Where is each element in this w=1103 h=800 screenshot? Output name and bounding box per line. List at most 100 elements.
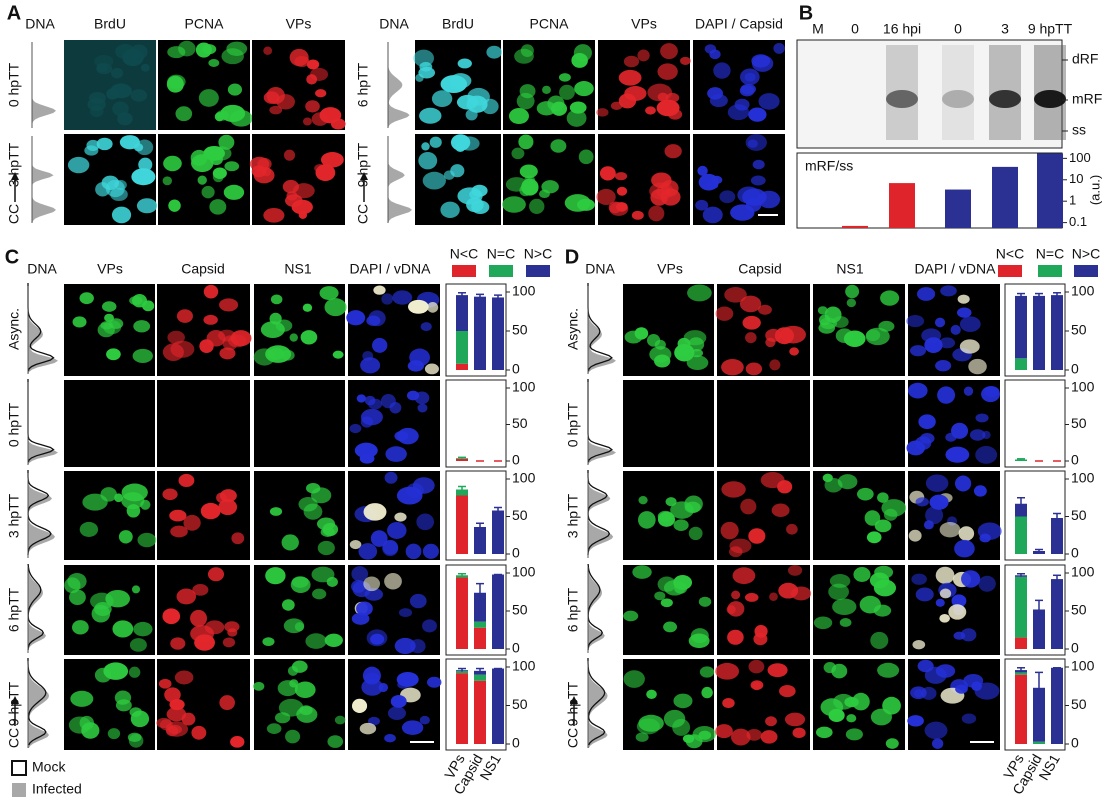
cell — [419, 715, 430, 725]
band-label: mRF — [1072, 91, 1102, 107]
cell — [409, 639, 426, 654]
cell — [262, 637, 275, 647]
cell — [291, 199, 313, 215]
cell — [263, 91, 280, 104]
cell — [911, 573, 927, 585]
cell — [216, 110, 229, 121]
cell — [406, 483, 424, 498]
micrograph — [157, 380, 250, 467]
cell — [744, 72, 756, 82]
legend-label: N>C — [524, 246, 552, 262]
cell — [651, 172, 672, 188]
cell — [320, 152, 344, 168]
bar-segment — [1015, 503, 1027, 517]
cell — [132, 348, 153, 364]
cell — [921, 686, 937, 700]
cell — [384, 573, 402, 590]
column-header: NS1 — [284, 261, 311, 277]
row-label: 0 hpTT — [565, 402, 581, 447]
cell — [449, 73, 472, 89]
cell — [786, 523, 798, 535]
cell — [750, 680, 764, 690]
mock-histogram — [587, 658, 606, 746]
cell — [96, 62, 108, 73]
cell — [576, 198, 595, 211]
cell — [616, 202, 628, 212]
cell — [710, 175, 723, 185]
cell — [529, 198, 545, 215]
bar-segment — [1015, 516, 1027, 554]
cell — [720, 521, 739, 540]
y-tick-label: 50 — [1071, 322, 1087, 338]
cell — [263, 46, 273, 55]
cell — [286, 191, 298, 201]
y-tick-label: 10 — [1069, 171, 1083, 186]
micrograph — [64, 380, 155, 467]
y-tick-label: 100 — [1071, 658, 1095, 674]
cell — [370, 530, 388, 547]
cell — [169, 698, 185, 711]
legend-label: N=C — [1036, 246, 1064, 262]
cell — [730, 204, 755, 221]
row-label: 3 hpTT — [6, 493, 22, 538]
cell — [359, 722, 377, 735]
legend-swatch — [1074, 265, 1098, 277]
cell — [422, 619, 437, 633]
cell — [312, 588, 327, 600]
cell — [481, 98, 499, 115]
cell — [846, 714, 857, 723]
cell — [748, 659, 765, 674]
bar-segment — [474, 627, 486, 649]
cell — [427, 302, 439, 313]
cell — [707, 87, 724, 100]
cell — [874, 565, 894, 579]
cell — [289, 48, 309, 67]
lane-label: 16 hpi — [883, 21, 921, 37]
cell — [704, 44, 717, 54]
y-tick-label: 1 — [1069, 193, 1076, 208]
cell — [912, 640, 926, 650]
cell — [413, 49, 435, 67]
cell — [760, 472, 785, 489]
cell — [226, 41, 248, 56]
y-tick-label: 100 — [512, 379, 536, 395]
cell — [332, 350, 344, 359]
cell — [702, 206, 723, 224]
dna-histogram — [588, 661, 608, 748]
cell — [373, 285, 386, 295]
cell — [294, 622, 305, 632]
cell — [218, 134, 235, 150]
cell — [670, 501, 694, 519]
cell — [727, 629, 744, 645]
bar-segment — [1015, 672, 1027, 675]
row-label: 3 hpTT — [6, 142, 22, 187]
cell — [939, 337, 956, 349]
cell — [302, 117, 312, 126]
cell — [975, 445, 998, 464]
cell — [178, 40, 196, 57]
cell — [870, 708, 892, 726]
column-header: Capsid — [738, 261, 782, 277]
cell — [364, 672, 380, 684]
error-bar — [476, 522, 484, 531]
cell — [456, 94, 479, 110]
cell — [935, 566, 955, 584]
column-header: DAPI / Capsid — [695, 16, 783, 32]
cell — [130, 710, 150, 728]
column-header: BrdU — [442, 16, 474, 32]
cell — [199, 339, 214, 353]
cell — [731, 590, 741, 600]
cell — [170, 525, 188, 538]
column-header: DNA — [25, 16, 55, 32]
cell — [426, 676, 442, 688]
cell — [787, 565, 803, 576]
cell — [845, 728, 863, 741]
cell — [351, 612, 370, 625]
bar-segment — [1015, 358, 1027, 370]
cell — [969, 429, 986, 441]
infected-swatch — [12, 783, 26, 797]
cell — [319, 107, 342, 124]
cell — [269, 312, 282, 325]
cell — [752, 159, 765, 170]
